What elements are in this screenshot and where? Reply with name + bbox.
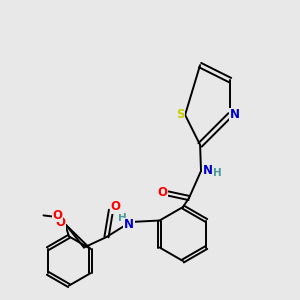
Text: H: H bbox=[118, 213, 127, 224]
Text: O: O bbox=[52, 209, 63, 222]
Text: O: O bbox=[55, 216, 65, 229]
Text: O: O bbox=[110, 200, 121, 214]
Text: N: N bbox=[124, 218, 134, 232]
Text: H: H bbox=[213, 168, 222, 178]
Text: S: S bbox=[176, 108, 185, 122]
Text: N: N bbox=[230, 108, 240, 122]
Text: N: N bbox=[202, 164, 213, 178]
Text: O: O bbox=[158, 185, 168, 199]
